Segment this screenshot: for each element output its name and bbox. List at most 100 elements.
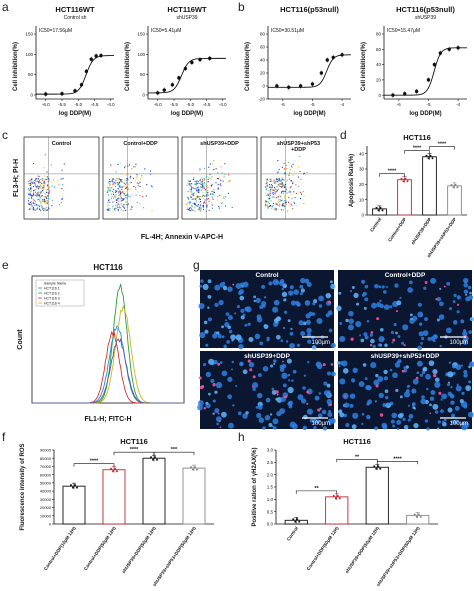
flow-event-dot: [106, 191, 108, 193]
flow-event-dot: [266, 178, 268, 180]
y-tick-label: 80: [260, 32, 266, 37]
flow-event-dot: [285, 186, 287, 188]
nucleus: [430, 277, 437, 284]
flow-event-dot: [197, 195, 199, 197]
flow-event-dot: [268, 186, 271, 188]
flow-event-dot: [141, 175, 143, 177]
flow-event-dot: [199, 198, 201, 201]
flow-event-dot: [272, 202, 274, 204]
nucleus: [202, 362, 207, 367]
nucleus: [263, 296, 267, 299]
flow-event-dot: [196, 183, 198, 186]
flow-event-dot: [294, 196, 296, 199]
flow-event-dot: [124, 209, 126, 211]
flow-event-dot: [32, 190, 35, 192]
y-tick-label: 10000: [40, 513, 52, 518]
flow-event-dot: [30, 188, 32, 190]
ros-signal: [331, 363, 334, 366]
nucleus: [407, 418, 411, 422]
flow-event-dot: [37, 186, 39, 188]
flow-event-dot: [272, 189, 274, 191]
nucleus: [344, 402, 350, 408]
nucleus: [363, 332, 368, 337]
flow-event-dot: [280, 192, 283, 194]
flow-event-dot: [199, 186, 202, 188]
flow-event-dot: [114, 195, 116, 197]
y-tick-label: 0: [30, 93, 33, 98]
flow-event-dot: [36, 205, 38, 207]
nucleus: [426, 387, 429, 391]
flow-event-dot: [283, 186, 285, 188]
nucleus: [261, 300, 267, 307]
nucleus: [285, 340, 289, 343]
nucleus: [450, 385, 453, 389]
y-tick-label: 100: [137, 52, 145, 57]
flow-event-dot: [41, 187, 44, 189]
flow-event-dot: [197, 182, 199, 184]
replicate-point: [192, 468, 194, 471]
y-tick-label: 2.5: [267, 460, 274, 465]
flow-event-dot: [199, 189, 201, 191]
flow-event-dot: [131, 206, 133, 208]
nucleus: [441, 420, 445, 424]
nucleus: [316, 317, 323, 325]
nucleus: [412, 378, 419, 385]
flow-event-dot: [126, 206, 129, 208]
flow-event-dot: [292, 181, 294, 183]
nucleus: [386, 402, 390, 406]
microscopy-label: Control: [255, 272, 279, 279]
flow-event-dot: [146, 184, 148, 186]
nucleus: [199, 284, 203, 288]
flow-event-dot: [283, 179, 285, 181]
flow-event-dot: [107, 194, 109, 196]
replicate-point: [196, 468, 198, 471]
flow-event-dot: [266, 185, 268, 187]
flow-panel-title: Control+DDP: [123, 141, 158, 147]
flow-event-dot: [193, 203, 195, 205]
flow-event-dot: [123, 182, 125, 184]
flow-event-dot: [150, 185, 152, 187]
flow-event-dot: [217, 199, 219, 201]
flow-event-dot: [266, 200, 268, 203]
nucleus: [214, 408, 220, 414]
flow-event-dot: [283, 205, 285, 207]
flow-event-dot: [279, 204, 281, 206]
nucleus: [447, 371, 454, 378]
ros-signal: [328, 300, 332, 304]
flow-event-dot: [37, 192, 39, 194]
flow-event-dot: [195, 195, 198, 197]
flow-event-dot: [282, 209, 285, 211]
nucleus: [446, 383, 451, 387]
bar: [182, 467, 206, 525]
flow-event-dot: [122, 205, 124, 207]
flow-event-dot: [206, 204, 208, 206]
replicate-point: [298, 520, 301, 523]
flow-event-dot: [39, 179, 41, 181]
flow-event-dot: [211, 193, 213, 195]
nucleus: [383, 304, 390, 310]
replicate-point: [450, 183, 453, 186]
flow-event-dot: [58, 204, 61, 206]
flow-event-dot: [32, 209, 34, 211]
flow-event-dot: [139, 202, 141, 205]
y-tick-label: 0: [262, 84, 265, 89]
nucleus: [436, 318, 440, 322]
nucleus: [384, 343, 388, 348]
flow-event-dot: [200, 189, 202, 191]
nucleus: [361, 279, 366, 284]
nucleus: [328, 409, 332, 413]
nucleus: [403, 391, 411, 398]
nucleus: [378, 336, 385, 343]
flow-event-dot: [111, 207, 113, 209]
nucleus: [245, 411, 249, 415]
nucleus: [269, 413, 273, 416]
nucleus: [392, 372, 398, 379]
nucleus: [407, 287, 414, 293]
flow-event-dot: [210, 178, 212, 180]
nucleus: [396, 419, 402, 425]
flow-event-dot: [40, 190, 42, 193]
nucleus: [358, 381, 365, 387]
nucleus: [424, 419, 429, 423]
nucleus: [212, 399, 216, 403]
nucleus: [289, 421, 296, 428]
